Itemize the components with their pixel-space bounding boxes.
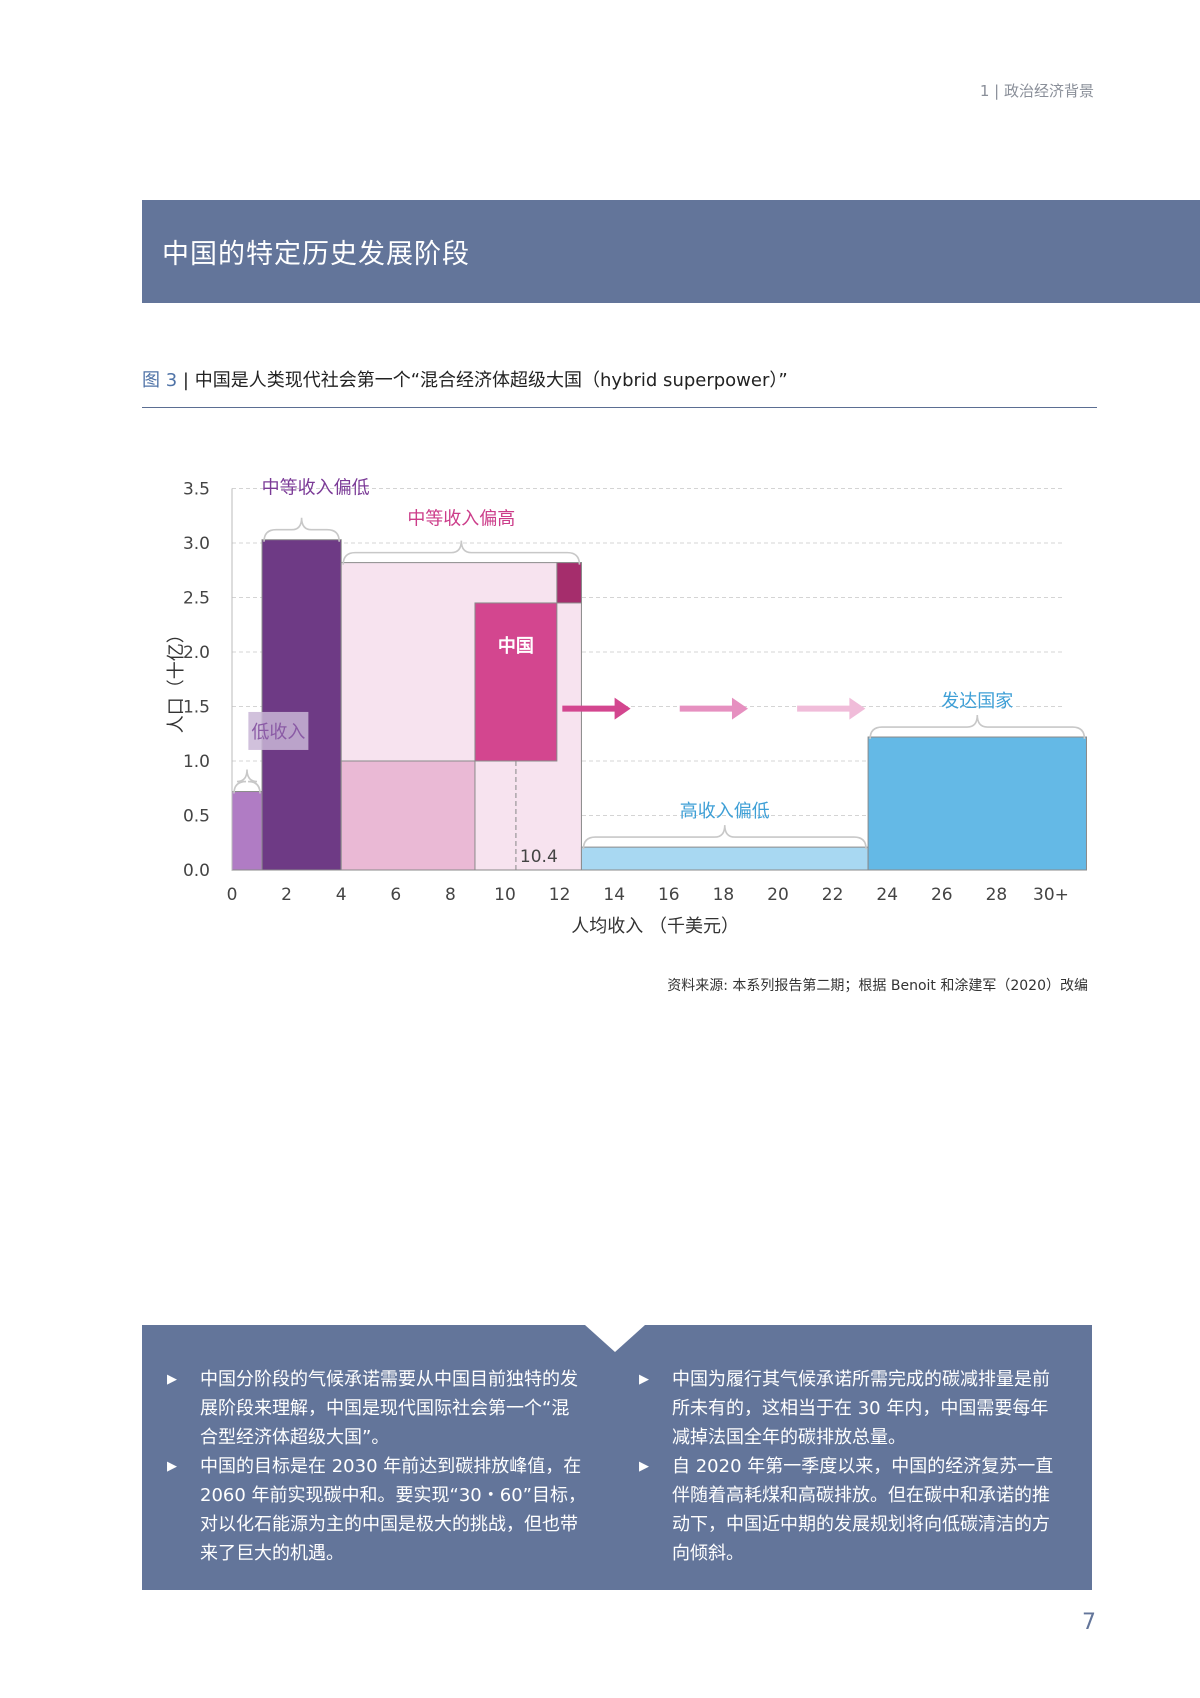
y-tick-label: 0.0 xyxy=(183,861,210,881)
chart-axes: 0.00.51.01.52.02.53.03.50 2 4 6 8 10 12 14 16 18 2… xyxy=(166,480,1069,938)
group-label: 中等收入偏高 xyxy=(407,509,515,530)
bullet-triangle-icon: ▶ xyxy=(639,1459,649,1474)
caption-rule xyxy=(142,407,1097,408)
bullet-triangle-icon: ▶ xyxy=(167,1459,177,1474)
figure-title: 中国是人类现代社会第一个“混合经济体超级大国（hybrid superpower… xyxy=(194,370,788,391)
group-brace xyxy=(582,825,867,850)
key-point: ▶ 中国分阶段的气候承诺需要从中国目前独特的发展阶段来理解，中国是现代国际社会第一… xyxy=(167,1365,587,1452)
population-income-chart: 0.00.51.01.52.02.53.03.50 2 4 6 8 10 12 14 16 18 2… xyxy=(166,478,1087,938)
group-label: 低收入 xyxy=(251,722,305,743)
trend-arrowhead xyxy=(614,697,631,720)
key-point: ▶ 自 2020 年第一季度以来，中国的经济复苏一直伴随着高耗煤和高碳排放。但在碳… xyxy=(639,1452,1059,1568)
x-tick-label: 22 xyxy=(822,885,844,905)
y-axis-title: 人口（十亿） xyxy=(166,625,187,733)
china-bar xyxy=(474,602,558,762)
x-tick-label: 24 xyxy=(876,885,898,905)
section-title: 中国的特定历史发展阶段 xyxy=(162,239,470,270)
y-tick-label: 2.5 xyxy=(183,589,210,609)
x-tick-label: 18 xyxy=(713,885,735,905)
low-income-label-bg xyxy=(248,711,309,750)
group-brace xyxy=(869,714,1086,740)
y-tick-label: 1.0 xyxy=(183,752,210,772)
income-group-bar xyxy=(231,791,263,871)
y-tick-label: 3.5 xyxy=(183,480,210,500)
x-tick-label: 10 xyxy=(494,885,516,905)
group-label: 中等收入偏低 xyxy=(262,478,370,499)
china-bar-label: 中国 xyxy=(498,635,534,657)
y-tick-label: 1.5 xyxy=(183,698,210,718)
x-axis-title: 人均收入 （千美元） xyxy=(571,916,739,937)
key-point: ▶ 中国的目标是在 2030 年前达到碳排放峰值，在 2060 年前实现碳中和。要… xyxy=(167,1452,587,1568)
x-tick-label: 16 xyxy=(658,885,680,905)
sub-block-bar xyxy=(556,562,582,604)
figure-number: 图 3 xyxy=(142,370,178,391)
page-number: 7 xyxy=(1082,1610,1096,1635)
x-tick-label: 12 xyxy=(549,885,571,905)
income-group-bar xyxy=(261,539,342,871)
group-brace xyxy=(233,769,261,794)
x-tick-label: 30+ xyxy=(1033,885,1069,905)
section-banner: 中国的特定历史发展阶段 xyxy=(142,200,1200,303)
y-tick-label: 0.5 xyxy=(183,807,210,827)
box-notch xyxy=(585,1325,645,1352)
x-tick-label: 14 xyxy=(603,885,625,905)
group-label: 高收入偏低 xyxy=(680,801,770,822)
trend-arrowhead xyxy=(731,697,748,720)
source-note: 资料来源: 本系列报告第二期；根据 Benoit 和涂建军（2020）改编 xyxy=(667,978,1088,994)
bullet-triangle-icon: ▶ xyxy=(639,1372,649,1387)
x-tick-label: 28 xyxy=(986,885,1008,905)
income-group-bar xyxy=(580,846,869,871)
x-tick-label: 6 xyxy=(390,885,401,905)
china-average-label: 10.4 xyxy=(520,847,558,867)
figure-separator: | xyxy=(177,370,195,391)
sub-block-bar xyxy=(340,760,476,871)
figure-caption: 图 3 | 中国是人类现代社会第一个“混合经济体超级大国（hybrid supe… xyxy=(142,366,788,392)
running-header: 1 | 政治经济背景 xyxy=(979,82,1094,100)
key-point: ▶ 中国为履行其气候承诺所需完成的碳减排量是前所未有的，这相当于在 30 年内，中… xyxy=(639,1365,1059,1452)
x-tick-label: 0 xyxy=(227,885,238,905)
x-tick-label: 2 xyxy=(281,885,292,905)
trend-arrowhead xyxy=(849,697,866,720)
x-tick-label: 8 xyxy=(445,885,456,905)
x-tick-label: 26 xyxy=(931,885,953,905)
key-points-left: ▶ 中国分阶段的气候承诺需要从中国目前独特的发展阶段来理解，中国是现代国际社会第一… xyxy=(167,1365,587,1568)
y-tick-label: 3.0 xyxy=(183,534,210,554)
group-brace xyxy=(342,540,581,565)
chart-bars xyxy=(231,539,1087,871)
chart-arrows xyxy=(562,697,866,720)
key-points-box: ▶ 中国分阶段的气候承诺需要从中国目前独特的发展阶段来理解，中国是现代国际社会第一… xyxy=(142,1325,1092,1590)
group-label: 发达国家 xyxy=(941,691,1013,712)
x-tick-label: 20 xyxy=(767,885,789,905)
x-tick-label: 4 xyxy=(336,885,347,905)
group-brace xyxy=(263,517,340,542)
bullet-triangle-icon: ▶ xyxy=(167,1372,177,1387)
income-group-bar xyxy=(867,736,1087,871)
key-points-right: ▶ 中国为履行其气候承诺所需完成的碳减排量是前所未有的，这相当于在 30 年内，中… xyxy=(639,1365,1059,1568)
y-tick-label: 2.0 xyxy=(183,643,210,663)
